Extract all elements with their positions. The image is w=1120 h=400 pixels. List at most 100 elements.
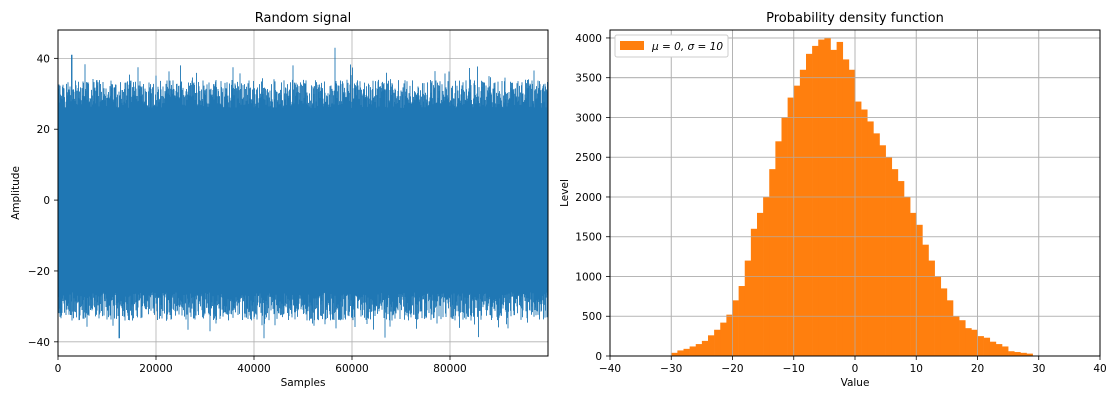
left-y-axis-label: Amplitude (10, 166, 22, 220)
histogram-bar (812, 45, 819, 357)
histogram-bar (946, 300, 954, 356)
left-chart-title: Random signal (255, 11, 351, 26)
histogram-bar (1014, 352, 1021, 356)
right-x-tick-label: −10 (783, 363, 805, 375)
histogram-bar (671, 352, 678, 356)
histogram-bar (977, 336, 984, 356)
right-x-tick-label: −30 (660, 363, 682, 375)
histogram-bar (989, 341, 997, 356)
histogram-bar (910, 212, 917, 356)
histogram-bars (671, 37, 1033, 357)
histogram-bar (830, 49, 837, 356)
legend-box (614, 34, 729, 58)
histogram-bar (701, 340, 709, 356)
left-y-tick-label: −20 (28, 266, 50, 278)
histogram-bar (842, 59, 850, 356)
histogram-bar (1026, 353, 1033, 356)
signal-series (57, 47, 548, 339)
histogram-bar (732, 300, 739, 356)
histogram-bar (757, 212, 764, 356)
histogram-bar (818, 39, 825, 356)
left-ticks: 0 20000 40000 60000 80000 −40 −20 0 20 40 (28, 53, 467, 375)
right-x-tick-label: 0 (852, 363, 859, 375)
right-y-tick-label: 3500 (575, 73, 602, 85)
right-x-axis-label: Value (841, 377, 870, 389)
histogram-bar (953, 316, 960, 356)
right-y-tick-label: 0 (595, 351, 602, 363)
right-x-tick-label: −40 (599, 363, 621, 375)
legend-label: μ = 0, σ = 10 (651, 41, 723, 53)
right-x-tick-label: −20 (721, 363, 743, 375)
histogram-bar (916, 224, 923, 356)
histogram-bar (861, 109, 868, 356)
histogram-bar (836, 41, 844, 357)
right-x-tick-label: 40 (1093, 363, 1106, 375)
histogram-bar (714, 329, 721, 356)
right-y-tick-label: 500 (582, 311, 602, 323)
left-x-tick-label: 80000 (433, 363, 466, 375)
histogram-bar (885, 157, 893, 356)
left-x-tick-label: 0 (55, 363, 62, 375)
left-x-tick-label: 20000 (139, 363, 172, 375)
histogram-bar (708, 335, 715, 356)
histogram-bar (744, 260, 752, 356)
right-x-tick-label: 20 (971, 363, 984, 375)
histogram-bar (1020, 352, 1027, 356)
histogram-bar (1002, 346, 1009, 356)
histogram-bar (726, 314, 733, 356)
right-y-tick-label: 1500 (575, 232, 602, 244)
histogram-bar (677, 350, 684, 356)
histogram-bar (689, 346, 697, 356)
right-y-tick-label: 2500 (575, 152, 602, 164)
left-x-tick-label: 40000 (237, 363, 270, 375)
left-x-tick-label: 60000 (335, 363, 368, 375)
histogram-bar (1008, 351, 1015, 356)
right-y-tick-label: 2000 (575, 192, 602, 204)
histogram-bar (891, 169, 899, 356)
histogram-bar (959, 320, 966, 356)
histogram-bar (799, 69, 807, 356)
left-y-tick-label: 0 (43, 195, 50, 207)
histogram-bar (769, 169, 776, 356)
left-y-tick-label: 40 (37, 53, 50, 65)
left-axes-frame (57, 29, 549, 357)
histogram-bar (867, 121, 874, 356)
legend: μ = 0, σ = 10 (614, 34, 729, 58)
random-signal-chart: 0 20000 40000 60000 80000 −40 −20 0 20 40 Random … (10, 11, 549, 389)
histogram-bar (695, 344, 703, 356)
histogram-bar (683, 348, 690, 356)
histogram-bar (806, 53, 813, 356)
right-y-axis-label: Level (559, 179, 571, 207)
histogram-bar (787, 97, 795, 357)
histogram-bar (983, 337, 991, 356)
right-y-tick-label: 4000 (575, 33, 602, 45)
right-y-tick-label: 3000 (575, 112, 602, 124)
histogram-bar (720, 322, 727, 356)
histogram-bar (879, 145, 886, 356)
histogram-bar (995, 344, 1003, 356)
signal-line (57, 47, 548, 339)
histogram-bar (897, 181, 905, 356)
histogram-bar (922, 244, 929, 356)
histogram-bar (971, 329, 978, 356)
pdf-chart: −40 −30 −20 −10 0 10 20 30 40 0 500 1000 1500 2000 250… (559, 11, 1107, 389)
histogram-bar (848, 69, 856, 356)
histogram-bar (750, 228, 758, 356)
histogram-bar (855, 101, 862, 356)
left-x-axis-label: Samples (281, 377, 326, 389)
right-y-tick-label: 1000 (575, 271, 602, 283)
histogram-bar (873, 133, 880, 356)
right-ticks: −40 −30 −20 −10 0 10 20 30 40 0 500 1000 1500 2000 250… (575, 33, 1106, 375)
left-y-tick-label: −40 (28, 337, 50, 349)
histogram-bar (928, 260, 935, 356)
right-chart-title: Probability density function (766, 11, 944, 26)
histogram-bar (738, 286, 746, 356)
histogram-bar (940, 288, 948, 356)
right-x-tick-label: 10 (910, 363, 923, 375)
histogram-bar (775, 141, 782, 356)
legend-swatch (620, 41, 644, 50)
histogram-bar (965, 328, 972, 356)
histogram-bar (793, 85, 801, 356)
right-x-tick-label: 30 (1032, 363, 1045, 375)
